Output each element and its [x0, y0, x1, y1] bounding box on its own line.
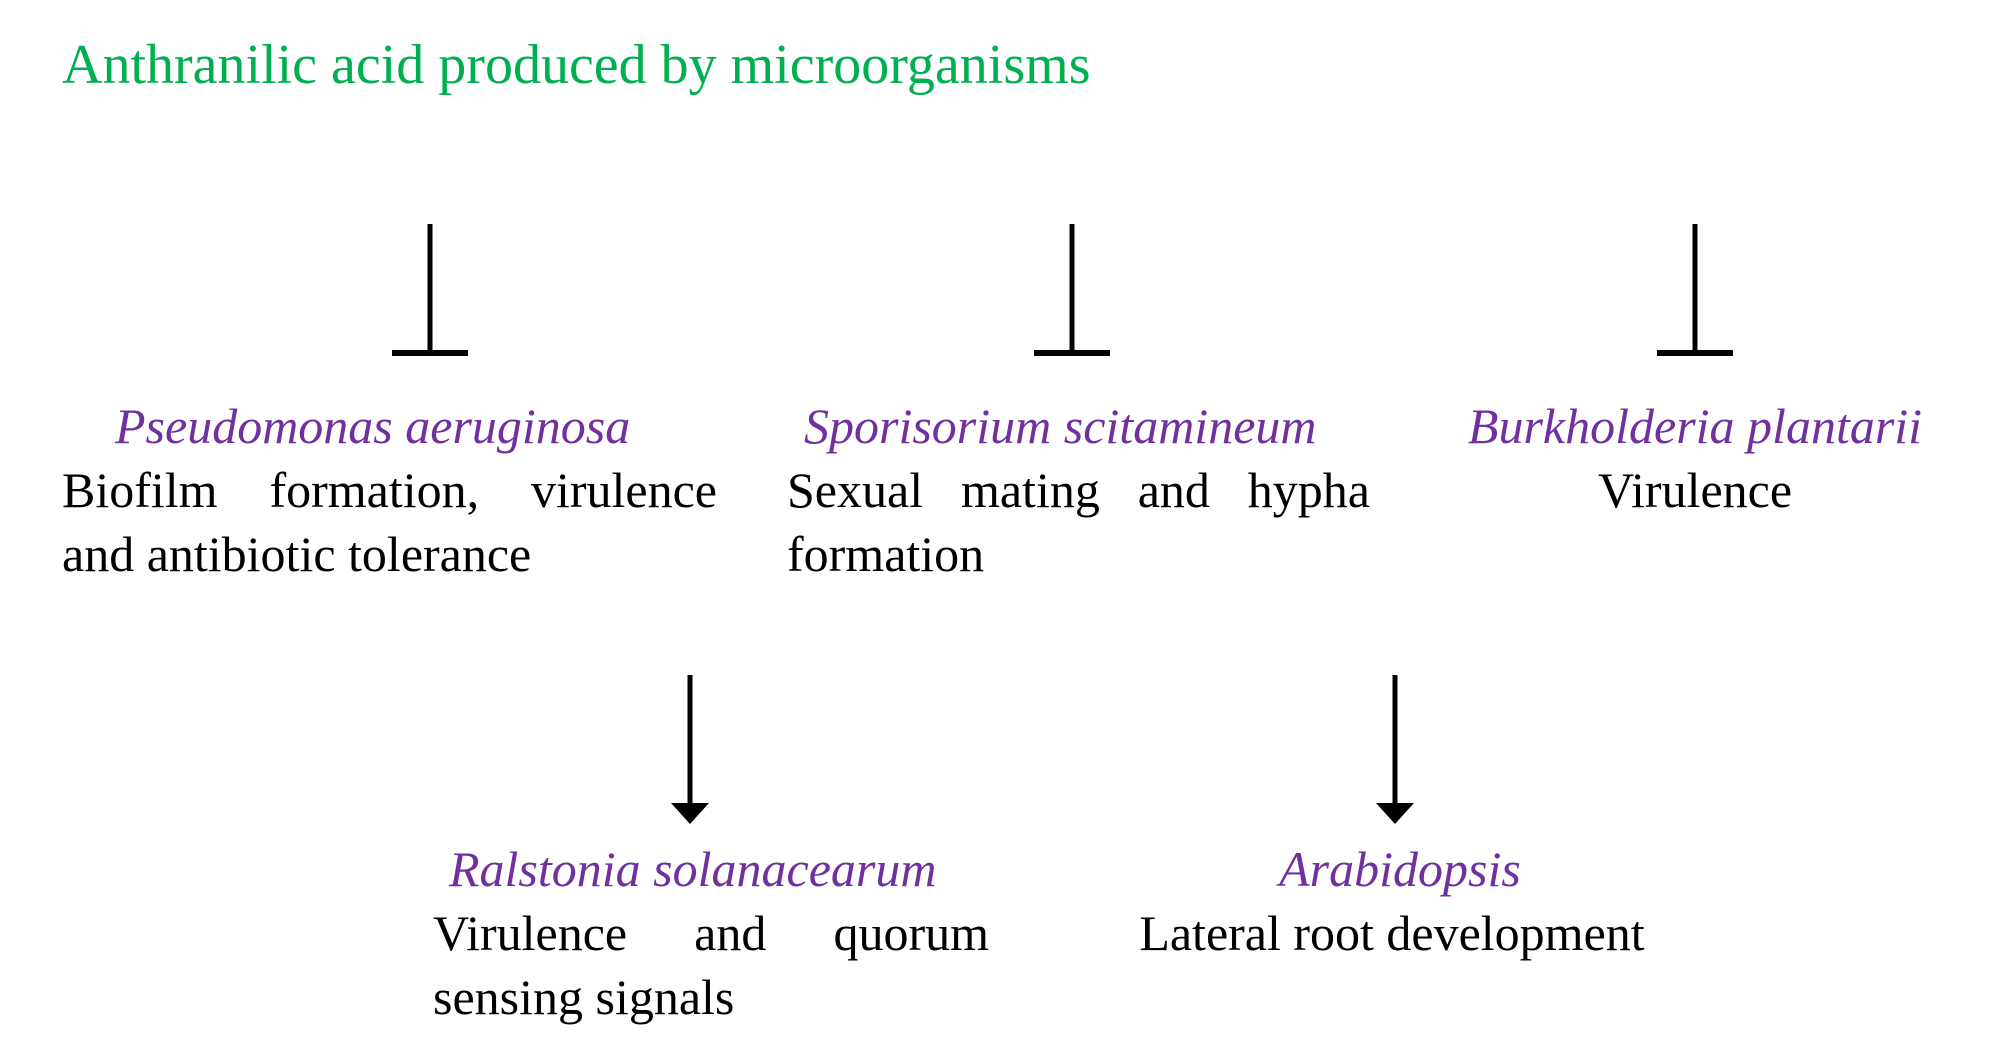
species-sporisorium: Sporisorium scitamineum	[804, 398, 1317, 454]
species-pseudomonas: Pseudomonas aeruginosa	[115, 398, 631, 454]
arrow-down-icon	[1376, 675, 1414, 824]
species-burkholderia: Burkholderia plantarii	[1467, 398, 1923, 454]
effect-burkholderia: Virulence	[1597, 462, 1793, 518]
inhibition-icon	[1657, 224, 1733, 356]
species-arabidopsis: Arabidopsis	[1279, 841, 1521, 897]
page-title: Anthranilic acid produced by microorgani…	[62, 34, 1091, 96]
inhibition-icon	[1034, 224, 1110, 356]
species-ralstonia: Ralstonia solanacearum	[449, 841, 937, 897]
effect-ralstonia: Virulence and quorum sensing signals	[433, 905, 989, 1025]
inhibition-icon	[392, 224, 468, 356]
arrow-down-icon	[671, 675, 709, 824]
effect-arabidopsis: Lateral root development	[1139, 905, 1645, 961]
effect-pseudomonas: Biofilm formation, virulence and antibio…	[62, 462, 717, 582]
effect-sporisorium: Sexual mating and hypha formation	[787, 462, 1370, 582]
